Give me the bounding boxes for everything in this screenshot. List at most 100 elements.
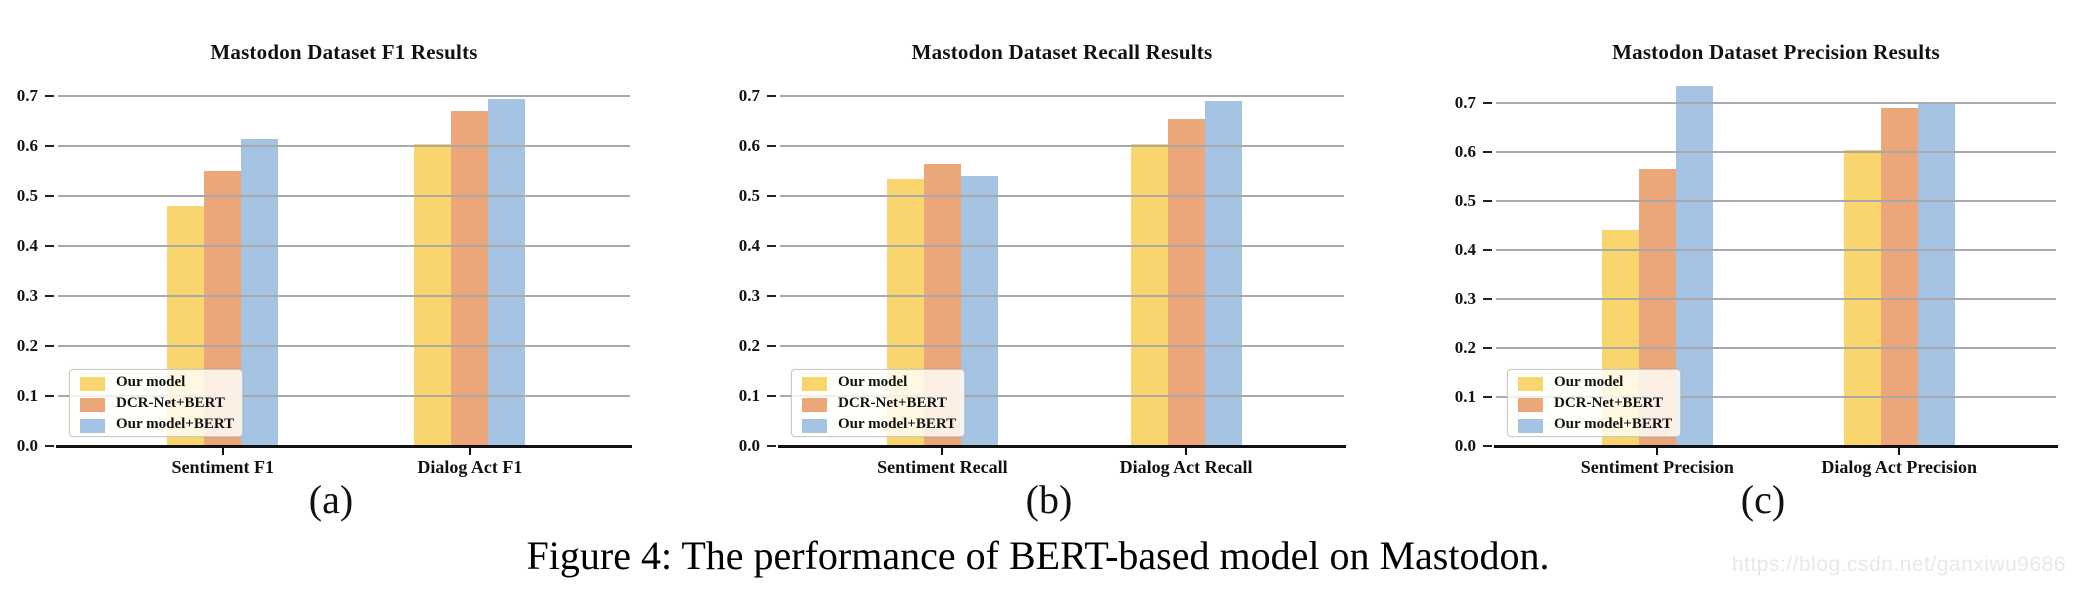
bar-our-model-bert-sentiment-f1 bbox=[241, 138, 279, 446]
x-tick-label-sentiment-precision: Sentiment Precision bbox=[1580, 457, 1734, 477]
figure-caption: Figure 4: The performance of BERT-based … bbox=[526, 533, 1550, 578]
y-tick-mark-0.7 bbox=[1483, 102, 1492, 104]
chart-panel-b: Mastodon Dataset Recall Results Sentiment… bbox=[692, 0, 1384, 530]
y-tick-label-0.2: 0.2 bbox=[738, 336, 760, 355]
y-tick-label-0.6: 0.6 bbox=[16, 136, 38, 155]
gridline-0.6 bbox=[58, 145, 630, 147]
legend-label-our-model-bert: Our model+BERT bbox=[838, 416, 957, 432]
gridline-0.3 bbox=[780, 295, 1344, 297]
chart-title: Mastodon Dataset Recall Results bbox=[911, 40, 1213, 64]
legend-item-our-model: Our model bbox=[792, 373, 964, 394]
legend-item-our-model-bert: Our model+BERT bbox=[70, 415, 242, 436]
y-tick-label-0.0: 0.0 bbox=[16, 436, 38, 455]
bar-dcr-net-bert-dialog-act-precision bbox=[1880, 107, 1918, 446]
bar-our-model-bert-sentiment-precision bbox=[1675, 85, 1713, 446]
y-tick-mark-0.1 bbox=[767, 395, 776, 397]
y-tick-label-0.7: 0.7 bbox=[738, 86, 760, 105]
y-tick-mark-0.4 bbox=[767, 245, 776, 247]
y-tick-mark-0.5 bbox=[767, 195, 776, 197]
x-axis-line bbox=[1494, 445, 2058, 448]
panel-letter-a: (a) bbox=[308, 477, 354, 522]
y-tick-label-0.4: 0.4 bbox=[16, 236, 38, 255]
x-axis-line bbox=[778, 445, 1346, 448]
gridline-0.1 bbox=[780, 395, 1344, 397]
gridline-0.7 bbox=[1496, 102, 2056, 104]
y-tick-label-0.3: 0.3 bbox=[16, 286, 38, 305]
bar-dcr-net-bert-dialog-act-f1 bbox=[451, 111, 489, 446]
y-tick-mark-0.6 bbox=[45, 145, 54, 147]
gridline-0.3 bbox=[1496, 298, 2056, 300]
y-tick-label-0.5: 0.5 bbox=[1454, 191, 1476, 210]
y-tick-label-0.5: 0.5 bbox=[16, 186, 38, 205]
gridline-0.1 bbox=[58, 395, 630, 397]
y-tick-label-0.3: 0.3 bbox=[738, 286, 760, 305]
gridline-0.2 bbox=[58, 345, 630, 347]
gridline-0.6 bbox=[1496, 151, 2056, 153]
y-tick-label-0.1: 0.1 bbox=[738, 386, 760, 405]
y-tick-mark-0.4 bbox=[1483, 249, 1492, 251]
y-tick-label-0.1: 0.1 bbox=[1454, 387, 1476, 406]
y-tick-label-0.0: 0.0 bbox=[1454, 436, 1476, 455]
legend-label-dcr-net-bert: DCR-Net+BERT bbox=[1554, 395, 1663, 411]
gridline-0.2 bbox=[1496, 347, 2056, 349]
gridline-0.6 bbox=[780, 145, 1344, 147]
y-tick-mark-0.3 bbox=[1483, 298, 1492, 300]
x-tick-sentiment-recall bbox=[941, 448, 944, 455]
x-axis-line bbox=[56, 445, 632, 448]
legend-item-our-model: Our model bbox=[1508, 373, 1680, 394]
y-tick-mark-0.1 bbox=[45, 395, 54, 397]
x-tick-dialog-act-precision bbox=[1898, 448, 1901, 455]
legend-label-our-model-bert: Our model+BERT bbox=[1554, 416, 1673, 432]
y-tick-mark-0.0 bbox=[1483, 445, 1492, 447]
legend-swatch-our-model bbox=[802, 377, 827, 391]
y-tick-label-0.6: 0.6 bbox=[1454, 142, 1476, 161]
legend-label-our-model: Our model bbox=[838, 374, 908, 390]
watermark-url: https://blog.csdn.net/ganxiwu9686 bbox=[1731, 553, 2066, 576]
legend-label-dcr-net-bert: DCR-Net+BERT bbox=[116, 395, 225, 411]
x-tick-sentiment-precision bbox=[1656, 448, 1659, 455]
legend-label-our-model: Our model bbox=[116, 374, 186, 390]
y-tick-label-0.7: 0.7 bbox=[1454, 93, 1476, 112]
x-tick-dialog-act-recall bbox=[1185, 448, 1188, 455]
legend-swatch-dcr-net-bert bbox=[802, 398, 827, 412]
bar-our-model-bert-dialog-act-f1 bbox=[488, 98, 526, 446]
y-tick-label-0.1: 0.1 bbox=[16, 386, 38, 405]
y-tick-label-0.2: 0.2 bbox=[16, 336, 38, 355]
x-tick-label-sentiment-f1: Sentiment F1 bbox=[171, 457, 274, 477]
legend-item-our-model-bert: Our model+BERT bbox=[792, 415, 964, 436]
gridline-0.1 bbox=[1496, 396, 2056, 398]
y-tick-mark-0.0 bbox=[767, 445, 776, 447]
legend-swatch-dcr-net-bert bbox=[80, 398, 105, 412]
bar-dcr-net-bert-dialog-act-recall bbox=[1167, 118, 1205, 446]
y-tick-label-0.2: 0.2 bbox=[1454, 338, 1476, 357]
legend-item-dcr-net-bert: DCR-Net+BERT bbox=[1508, 394, 1680, 415]
legend-item-our-model-bert: Our model+BERT bbox=[1508, 415, 1680, 436]
x-tick-label-dialog-act-f1: Dialog Act F1 bbox=[417, 457, 523, 477]
chart-title: Mastodon Dataset F1 Results bbox=[210, 40, 478, 64]
legend-item-dcr-net-bert: DCR-Net+BERT bbox=[792, 394, 964, 415]
y-tick-mark-0.7 bbox=[767, 95, 776, 97]
legend-item-dcr-net-bert: DCR-Net+BERT bbox=[70, 394, 242, 415]
bar-our-model-bert-dialog-act-recall bbox=[1204, 101, 1242, 446]
chart-panel-a: Mastodon Dataset F1 Results Sentiment F1 D… bbox=[0, 0, 692, 530]
legend-label-our-model-bert: Our model+BERT bbox=[116, 416, 235, 432]
bar-our-model-bert-dialog-act-precision bbox=[1917, 103, 1955, 446]
y-tick-mark-0.5 bbox=[1483, 200, 1492, 202]
gridline-0.5 bbox=[780, 195, 1344, 197]
x-tick-label-dialog-act-precision: Dialog Act Precision bbox=[1821, 457, 1978, 477]
y-tick-label-0.5: 0.5 bbox=[738, 186, 760, 205]
legend-swatch-our-model-bert bbox=[802, 419, 827, 433]
y-tick-mark-0.5 bbox=[45, 195, 54, 197]
y-tick-mark-0.7 bbox=[45, 95, 54, 97]
y-tick-mark-0.2 bbox=[45, 345, 54, 347]
gridline-0.5 bbox=[1496, 200, 2056, 202]
legend-swatch-our-model bbox=[80, 377, 105, 391]
gridline-0.4 bbox=[780, 245, 1344, 247]
legend: Our model DCR-Net+BERT Our model+BERT bbox=[69, 369, 243, 437]
y-tick-mark-0.1 bbox=[1483, 396, 1492, 398]
gridline-0.4 bbox=[58, 245, 630, 247]
panel-letter-c: (c) bbox=[1740, 477, 1786, 522]
legend-item-our-model: Our model bbox=[70, 373, 242, 394]
gridline-0.5 bbox=[58, 195, 630, 197]
y-tick-mark-0.4 bbox=[45, 245, 54, 247]
